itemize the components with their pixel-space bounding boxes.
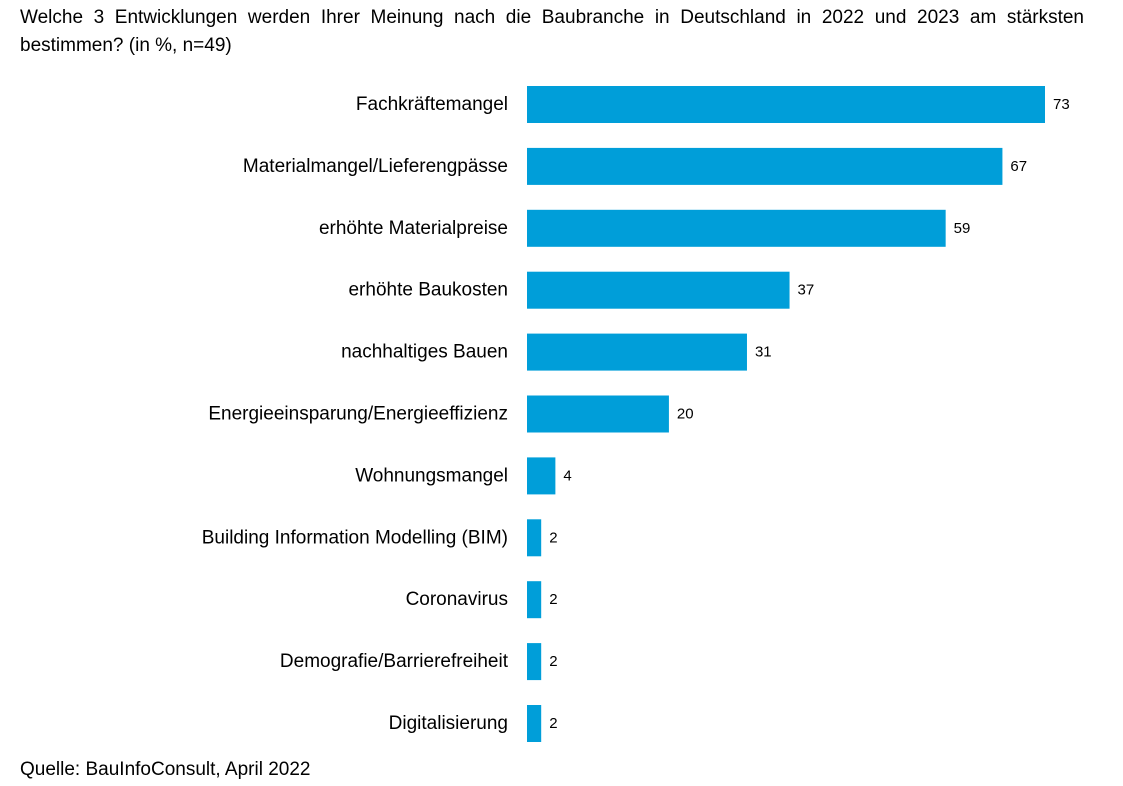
data-label: 2 (549, 653, 557, 670)
category-label: erhöhte Baukosten (348, 280, 508, 301)
bar (527, 209, 946, 247)
category-label: Wohnungsmangel (355, 465, 508, 486)
category-label: Fachkräftemangel (356, 94, 508, 115)
data-label: 2 (549, 715, 557, 732)
data-label: 37 (798, 282, 815, 299)
data-label: 67 (1010, 158, 1027, 175)
chart-title: Welche 3 Entwicklungen werden Ihrer Mein… (20, 7, 1084, 56)
data-label: 59 (954, 220, 971, 237)
category-label: Building Information Modelling (BIM) (202, 527, 508, 548)
category-label: Digitalisierung (389, 713, 508, 734)
data-label: 31 (755, 344, 772, 361)
bar (527, 705, 542, 742)
data-label: 73 (1053, 96, 1070, 113)
bar (527, 333, 747, 371)
bar (527, 271, 790, 309)
category-label: Energieeinsparung/Energieeffizienz (208, 404, 508, 425)
category-label: Materialmangel/Lieferengpässe (243, 156, 508, 177)
bar (527, 643, 542, 681)
bar (527, 581, 542, 619)
data-label: 20 (677, 406, 694, 423)
bar (527, 457, 556, 495)
data-label: 2 (549, 591, 557, 608)
data-label: 2 (549, 529, 557, 546)
bar (527, 147, 1003, 185)
source-note: Quelle: BauInfoConsult, April 2022 (20, 759, 311, 780)
data-label: 4 (563, 467, 571, 484)
bar (527, 86, 1045, 123)
category-label: erhöhte Materialpreise (319, 218, 508, 239)
category-label: nachhaltiges Bauen (341, 342, 508, 363)
category-label: Demografie/Barrierefreiheit (280, 651, 509, 672)
category-label: Coronavirus (406, 589, 508, 610)
bar (527, 519, 542, 557)
bar (527, 395, 669, 433)
